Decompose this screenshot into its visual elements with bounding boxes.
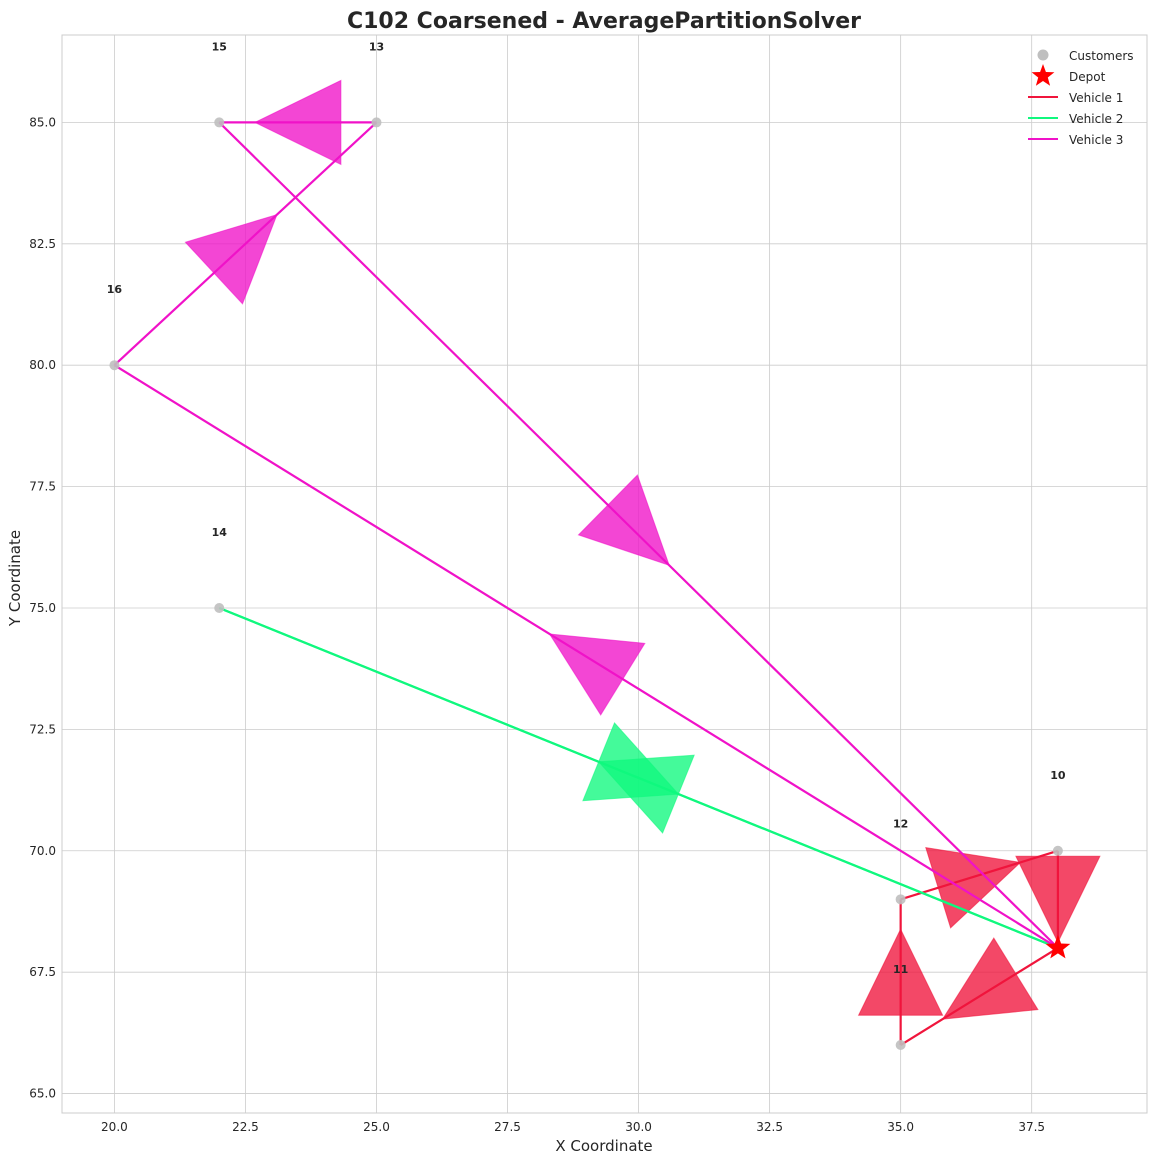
direction-arrow (577, 474, 671, 567)
plot-frame (61, 34, 1148, 1114)
y-tick-label: 70.0 (29, 844, 56, 858)
x-tick-label: 27.5 (494, 1120, 521, 1134)
legend-series-label: Vehicle 1 (1069, 91, 1123, 105)
x-tick-label: 37.5 (1018, 1120, 1045, 1134)
customer-point (895, 1040, 906, 1051)
x-tick-label: 35.0 (887, 1120, 914, 1134)
direction-arrow (925, 846, 1022, 929)
customer-label: 10 (1050, 769, 1066, 782)
direction-arrow (941, 937, 1039, 1020)
y-tick-label: 65.0 (29, 1087, 56, 1101)
customer-label: 15 (212, 40, 227, 53)
depot-marker (1045, 934, 1071, 959)
point-labels: 10 11 12 13 14 15 16 (107, 40, 1066, 976)
customer-label: 12 (893, 817, 908, 830)
x-axis-label: X Coordinate (555, 1137, 652, 1155)
tick-labels: 20.0 22.5 25.0 27.5 30.0 32.5 35.0 37.5 65.0 67.5… (29, 115, 1045, 1134)
route-vehicle-1 (857, 846, 1101, 1046)
direction-arrow (184, 213, 278, 305)
x-tick-label: 20.0 (101, 1120, 128, 1134)
customer-point (895, 894, 906, 905)
y-tick-label: 77.5 (29, 480, 56, 494)
customer-label: 11 (893, 963, 908, 976)
routes (113, 79, 1101, 1046)
x-tick-label: 30.0 (625, 1120, 652, 1134)
route-vehicle-3 (113, 79, 1059, 949)
direction-arrow (857, 928, 944, 1016)
legend-depot-label: Depot (1069, 70, 1106, 84)
route-vehicle-2 (218, 606, 1059, 949)
customer-label: 16 (107, 283, 123, 296)
legend-customers-label: Customers (1069, 49, 1134, 63)
y-tick-label: 82.5 (29, 237, 56, 251)
direction-arrow (548, 633, 646, 716)
legend: Customers Depot Vehicle 1 Vehicle 2 Vehicle … (1028, 49, 1134, 147)
legend-series-label: Vehicle 2 (1069, 112, 1123, 126)
customer-point (109, 360, 120, 371)
customer-point (214, 602, 225, 613)
customer-point (214, 117, 225, 128)
y-tick-label: 72.5 (29, 722, 56, 736)
direction-arrow (582, 721, 680, 802)
direction-arrow (253, 79, 342, 166)
customer-point (1052, 845, 1063, 856)
points (109, 117, 1071, 1051)
customer-label: 13 (369, 40, 384, 53)
legend-series-label: Vehicle 3 (1069, 133, 1123, 147)
y-axis-label: Y Coordinate (6, 530, 24, 627)
y-tick-label: 67.5 (29, 965, 56, 979)
y-tick-label: 85.0 (29, 115, 56, 129)
x-tick-label: 22.5 (232, 1120, 259, 1134)
y-tick-label: 80.0 (29, 358, 56, 372)
y-tick-label: 75.0 (29, 601, 56, 615)
legend-depot-marker (1031, 64, 1055, 86)
grid (62, 35, 1147, 1113)
direction-arrow (1015, 855, 1101, 944)
legend-customers-marker (1037, 49, 1049, 61)
chart-title: C102 Coarsened - AveragePartitionSolver (347, 9, 861, 34)
x-tick-label: 32.5 (756, 1120, 783, 1134)
customer-point (371, 117, 382, 128)
x-tick-label: 25.0 (363, 1120, 390, 1134)
customer-label: 14 (212, 526, 228, 539)
